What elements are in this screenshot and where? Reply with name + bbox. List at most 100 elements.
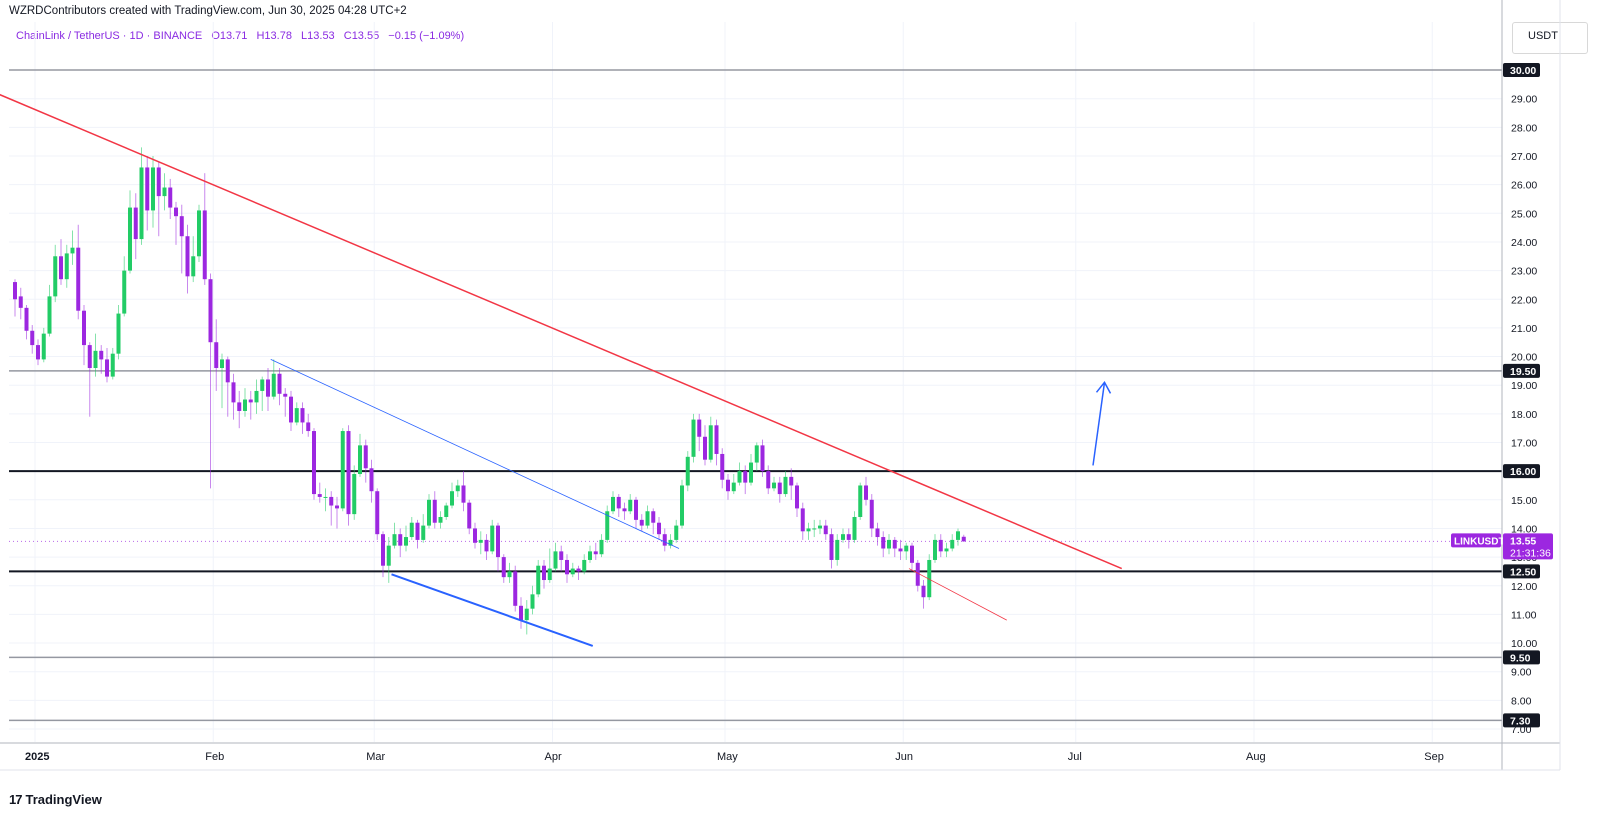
candle-up: [507, 571, 512, 578]
candle-down: [864, 485, 868, 500]
candle-up: [858, 485, 863, 517]
candle-up: [409, 522, 414, 538]
currency-label: USDT: [1528, 30, 1558, 42]
candle-up: [41, 333, 46, 360]
candle-down: [225, 359, 230, 383]
level-tag-bg-30.00: [1503, 63, 1540, 78]
candle-down: [743, 471, 748, 483]
candle-up: [904, 545, 909, 552]
candle-down: [915, 562, 920, 586]
x-tick-label: 2025: [25, 751, 49, 763]
symbol-name[interactable]: ChainLink / TetherUS · 1D · BINANCE: [16, 30, 203, 42]
candle-down: [892, 539, 897, 549]
candle-down: [306, 422, 311, 432]
candle-down: [18, 296, 23, 308]
level-tag-7.30: 7.30: [1510, 715, 1531, 727]
wedge-upper-line: [270, 359, 680, 549]
candle-down: [846, 534, 851, 540]
currency-selector[interactable]: [1512, 22, 1588, 54]
candle-down: [651, 511, 656, 523]
candle-down: [634, 499, 638, 520]
candle-down: [766, 471, 771, 489]
candle-up: [818, 525, 822, 529]
candle-down: [714, 425, 719, 454]
candle-up: [323, 496, 328, 498]
candle-up: [674, 525, 679, 540]
candle-up: [438, 516, 443, 523]
candle-down: [657, 522, 661, 535]
candle-down: [921, 585, 926, 598]
candle-up: [628, 499, 633, 512]
candle-up: [645, 511, 650, 526]
candle-up: [358, 445, 362, 475]
candle-down: [145, 167, 150, 211]
candle-down: [639, 519, 644, 526]
candle-up: [421, 525, 426, 540]
candle-down: [99, 350, 104, 360]
candle-down: [185, 236, 190, 277]
candle-up: [680, 485, 684, 526]
candle-down: [616, 496, 621, 509]
candle-down: [381, 534, 385, 566]
candle-down: [289, 396, 293, 423]
candle-down: [36, 345, 40, 360]
candle-down: [496, 525, 500, 558]
candle-down: [214, 342, 219, 369]
candle-down: [461, 485, 466, 503]
candle-up: [254, 390, 259, 403]
x-tick-label: Feb: [205, 751, 224, 763]
candle-up: [450, 491, 454, 506]
candle-up: [271, 373, 276, 397]
candle-down: [329, 496, 334, 506]
x-tick-label: Sep: [1424, 751, 1444, 763]
candle-up: [685, 456, 690, 486]
level-tag-12.50: 12.50: [1510, 566, 1536, 578]
y-tick-label: 9.00: [1511, 667, 1532, 679]
candle-down: [432, 499, 437, 523]
candle-up: [841, 534, 845, 540]
candle-down: [335, 505, 339, 509]
chart-caption: WZRDContributors created with TradingVie…: [9, 5, 407, 17]
candle-up: [812, 528, 817, 530]
candle-down: [24, 307, 29, 331]
candle-down: [105, 359, 109, 377]
symbol-tag-bg: [1451, 533, 1501, 548]
candle-down: [76, 247, 81, 311]
ohlc-close: C13.55: [343, 30, 380, 42]
candle-down: [519, 605, 523, 621]
candle-down: [467, 502, 472, 529]
candle-up: [956, 531, 960, 540]
candle-up: [599, 539, 604, 555]
candle-down: [726, 479, 730, 492]
candle-up: [570, 568, 575, 575]
candle-down: [881, 537, 886, 549]
candle-up: [139, 167, 144, 240]
last-price-tag: 13.55: [1510, 535, 1536, 547]
tradingview-footer: 17 TradingView: [9, 792, 102, 807]
x-tick-label: Mar: [366, 751, 385, 763]
candle-down: [300, 408, 305, 423]
x-tick-label: Aug: [1246, 751, 1266, 763]
y-tick-label: 18.00: [1511, 409, 1537, 421]
candle-down: [869, 499, 874, 529]
tradingview-logo-icon: 17: [9, 792, 23, 807]
candle-up: [835, 539, 840, 560]
level-tag-19.50: 19.50: [1510, 366, 1536, 378]
y-tick-label: 23.00: [1511, 266, 1537, 278]
candle-up: [749, 462, 753, 483]
y-tick-label: 20.00: [1511, 352, 1537, 364]
ohlc-high: H13.78: [256, 30, 292, 42]
y-tick-label: 11.00: [1511, 609, 1537, 621]
target-arrow-head: [1095, 380, 1112, 394]
y-tick-label: 17.00: [1511, 438, 1537, 450]
y-tick-label: 8.00: [1511, 695, 1532, 707]
candle-down: [473, 528, 477, 543]
candle-down: [662, 534, 667, 546]
y-tick-label: 14.00: [1511, 523, 1537, 535]
candle-up: [64, 253, 69, 280]
candle-up: [806, 528, 811, 532]
candle-up: [887, 539, 891, 549]
candle-down: [513, 571, 518, 606]
symbol-legend: ChainLink / TetherUS · 1D · BINANCE O13.…: [16, 30, 470, 42]
